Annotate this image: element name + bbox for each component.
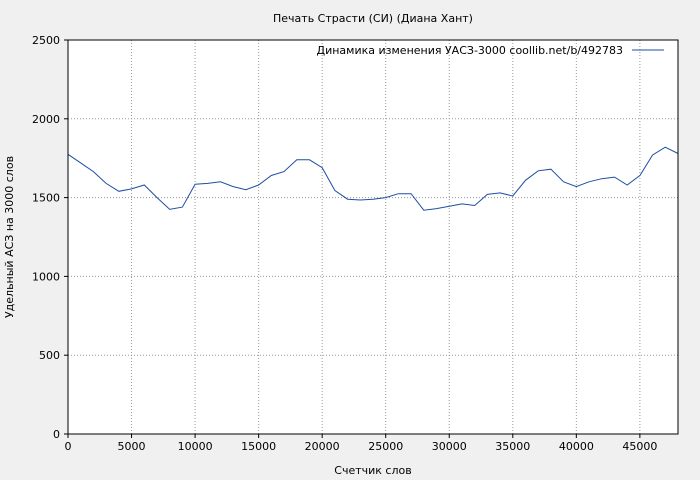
y-tick-label: 2000 (32, 113, 60, 126)
tick-layer: 0 5000 10000 15000 20000 25000 30000 35000 40000… (32, 34, 657, 453)
x-tick-label: 20000 (305, 440, 340, 453)
plot-area (68, 40, 678, 434)
x-tick-label: 45000 (622, 440, 657, 453)
y-tick-label: 1000 (32, 270, 60, 283)
chart-title: Печать Страсти (СИ) (Диана Хант) (273, 12, 473, 25)
x-axis-label: Счетчик слов (334, 464, 411, 477)
y-tick-label: 1500 (32, 192, 60, 205)
legend: Динамика изменения УАСЗ-3000 coollib.net… (317, 44, 664, 57)
x-tick-label: 35000 (495, 440, 530, 453)
series-layer (67, 146, 679, 211)
x-tick-label: 10000 (178, 440, 213, 453)
y-tick-label: 500 (39, 349, 60, 362)
x-tick-label: 30000 (432, 440, 467, 453)
y-axis-label: Удельный АСЗ на 3000 слов (3, 156, 16, 318)
x-tick-label: 0 (65, 440, 72, 453)
y-tick-label: 2500 (32, 34, 60, 47)
x-tick-label: 5000 (118, 440, 146, 453)
y-tick-label: 0 (53, 428, 60, 441)
legend-label: Динамика изменения УАСЗ-3000 coollib.net… (317, 44, 624, 57)
x-tick-label: 15000 (241, 440, 276, 453)
plot-border (67, 39, 679, 435)
x-tick-label: 25000 (368, 440, 403, 453)
series-line (67, 146, 679, 211)
x-tick-label: 40000 (559, 440, 594, 453)
